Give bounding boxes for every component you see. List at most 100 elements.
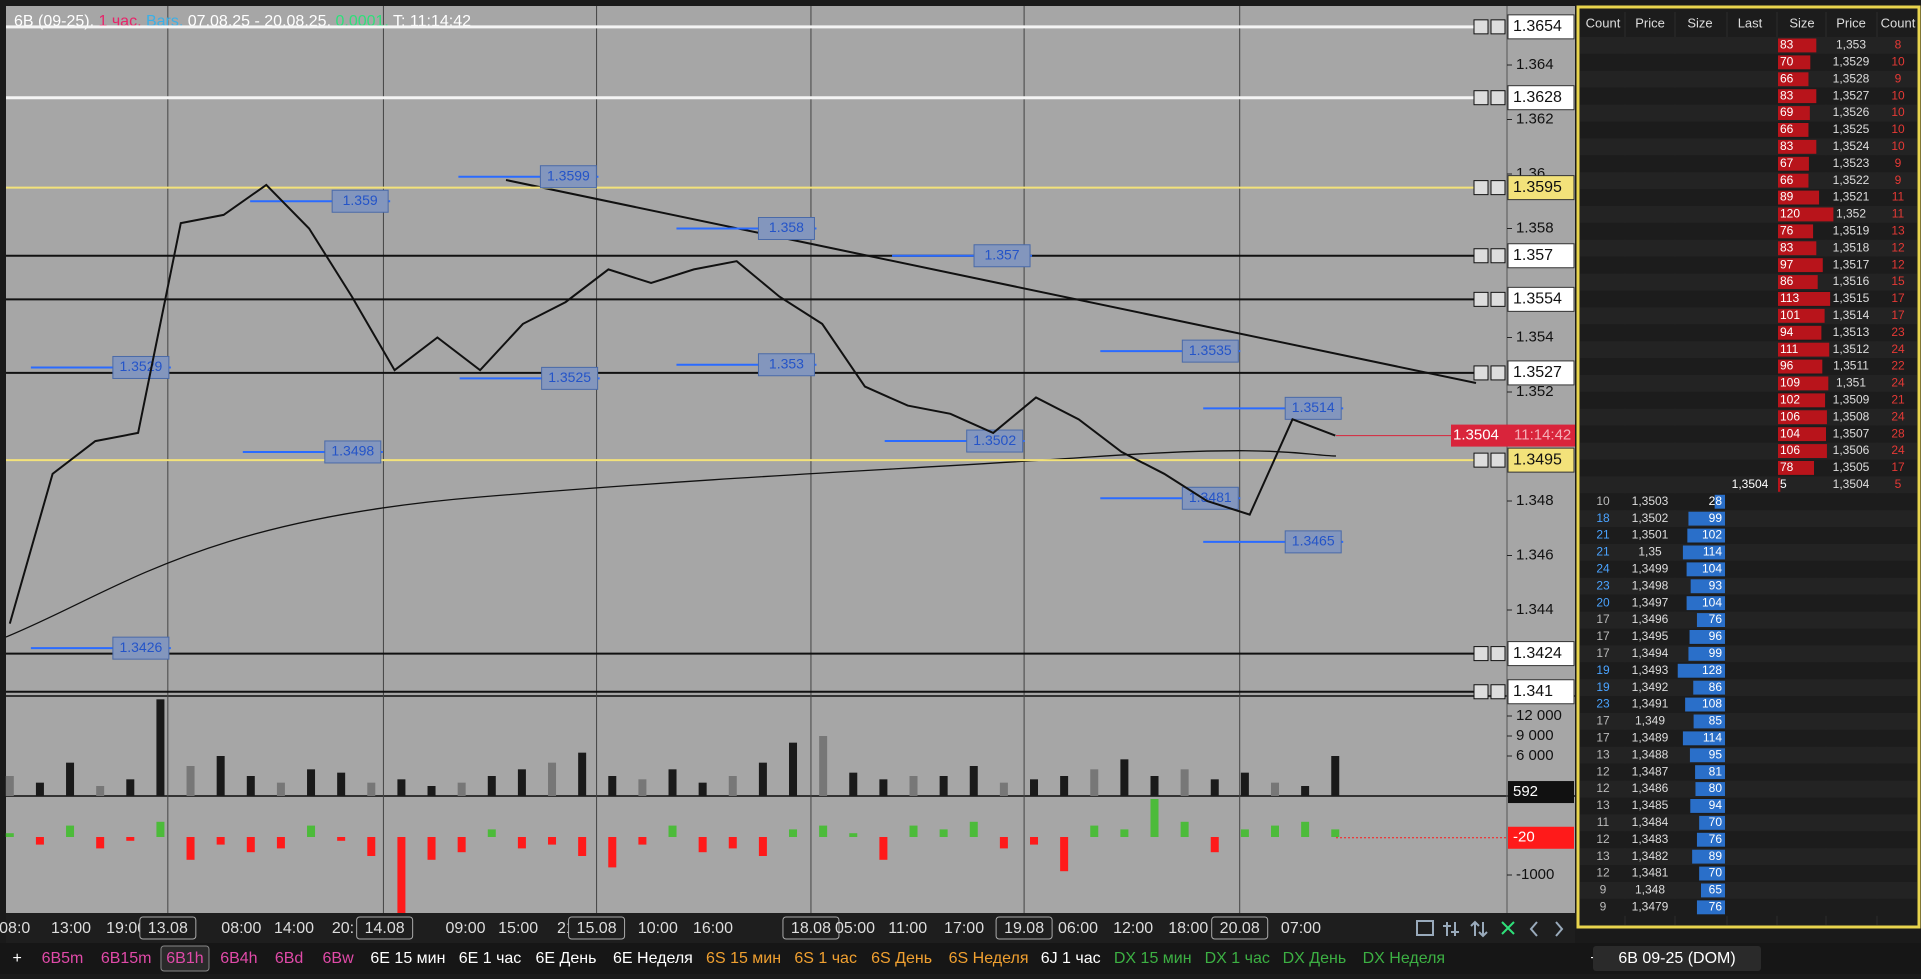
level-close-icon[interactable] xyxy=(1490,684,1506,700)
bid-count: 19 xyxy=(1596,680,1610,694)
tab[interactable]: 6B 09-25 (DOM) xyxy=(1618,950,1735,967)
tab[interactable]: + xyxy=(12,950,21,967)
volume-bar xyxy=(216,756,225,796)
volume-bar xyxy=(1150,776,1159,796)
scale-icon[interactable] xyxy=(1470,920,1488,938)
tab[interactable]: DX 1 час xyxy=(1205,950,1270,967)
fullscreen-icon[interactable] xyxy=(1416,920,1434,936)
bid-size-bar xyxy=(1690,799,1725,813)
tab[interactable]: 6E День xyxy=(535,950,596,967)
tab[interactable]: 6Bw xyxy=(323,950,355,967)
level-box xyxy=(324,440,382,464)
dom-row xyxy=(1580,459,1917,477)
level-box xyxy=(973,244,1031,268)
tab[interactable]: 6B4h xyxy=(220,950,257,967)
trend-line xyxy=(505,179,1477,384)
tab[interactable]: DX День xyxy=(1283,950,1347,967)
ask-size-bar xyxy=(1778,308,1825,323)
level-close-icon[interactable] xyxy=(1490,180,1506,196)
bid-size-bar xyxy=(1687,528,1725,543)
time-label: 20.08 xyxy=(1220,920,1260,937)
level-box xyxy=(1284,530,1342,554)
ask-price: 1,3509 xyxy=(1833,393,1870,407)
bid-size: 81 xyxy=(1709,764,1723,778)
level-close-icon[interactable] xyxy=(1490,291,1506,307)
tab[interactable]: 6B15m xyxy=(101,950,152,967)
tab[interactable]: 6S Неделя xyxy=(949,950,1029,967)
scroll-right[interactable] xyxy=(1555,921,1564,937)
tab[interactable]: DX 15 мин xyxy=(1114,950,1192,967)
ask-count: 17 xyxy=(1891,308,1905,322)
level-close-icon[interactable] xyxy=(1490,19,1506,35)
ask-size: 83 xyxy=(1780,139,1794,153)
tab[interactable]: 6B5m xyxy=(42,950,84,967)
level-label-box xyxy=(1507,286,1575,312)
level-box-label: 1.3535 xyxy=(1189,342,1232,358)
level-close-icon[interactable] xyxy=(1490,90,1506,106)
date-box xyxy=(1211,916,1269,940)
ask-size-bar xyxy=(1778,106,1810,120)
level-box xyxy=(757,353,815,377)
level-label-box xyxy=(1507,360,1575,386)
tab[interactable]: DX Неделя xyxy=(1363,950,1445,967)
level-close-icon[interactable] xyxy=(1490,248,1506,264)
tab[interactable]: 6S 15 мин xyxy=(706,950,781,967)
level-close-icon[interactable] xyxy=(1490,646,1506,662)
settings-icon[interactable] xyxy=(1443,922,1459,936)
dom-row xyxy=(1580,628,1917,646)
bid-size: 95 xyxy=(1709,747,1723,761)
volume-bar xyxy=(668,769,677,796)
delta-bar xyxy=(1060,837,1069,872)
tab[interactable]: 6S День xyxy=(871,950,932,967)
tab[interactable]: 6Bd xyxy=(275,950,303,967)
volume-bar xyxy=(1271,782,1280,796)
delta-bar xyxy=(367,837,376,856)
price-tick-label: 1.362 xyxy=(1516,110,1554,127)
volume-bar xyxy=(246,776,255,796)
ask-count: 12 xyxy=(1891,257,1905,271)
dom-row xyxy=(1580,645,1917,663)
level-box-label: 1.3514 xyxy=(1292,399,1335,415)
dom-row xyxy=(1580,560,1917,578)
bid-size: 94 xyxy=(1709,798,1723,812)
ask-count: 17 xyxy=(1891,460,1905,474)
time-label: 15.08 xyxy=(577,920,617,937)
tab[interactable]: 6E 1 час xyxy=(459,950,522,967)
ask-price: 1,3519 xyxy=(1833,224,1870,238)
dom-header: Size xyxy=(1687,15,1712,30)
bid-size-bar xyxy=(1690,579,1725,594)
level-close-icon[interactable] xyxy=(1490,365,1506,381)
dom-row xyxy=(1580,273,1917,291)
tab[interactable]: 6E 15 мин xyxy=(370,950,445,967)
price-tick-label: 1.352 xyxy=(1516,383,1554,400)
ask-price: 1,3524 xyxy=(1833,139,1870,153)
bid-size-bar xyxy=(1686,596,1725,611)
ask-size-bar xyxy=(1778,123,1809,137)
level-close-icon[interactable] xyxy=(1490,452,1506,468)
ask-size: 86 xyxy=(1780,274,1794,288)
tab[interactable]: 6J 1 час xyxy=(1041,950,1101,967)
scroll-left[interactable] xyxy=(1529,921,1538,937)
current-delta-box xyxy=(1508,826,1574,849)
level-box xyxy=(331,189,389,213)
dom-row xyxy=(1580,831,1917,849)
bid-price: 1,3493 xyxy=(1632,663,1669,677)
dom-row xyxy=(1580,155,1917,173)
ask-size: 76 xyxy=(1780,224,1794,238)
current-delta: -20 xyxy=(1513,829,1535,846)
ask-size: 101 xyxy=(1780,308,1800,322)
level-label: 1.357 xyxy=(1513,247,1553,264)
dom-row xyxy=(1580,189,1917,206)
current-volume-box xyxy=(1508,781,1574,804)
ask-size-bar xyxy=(1778,38,1817,53)
tab[interactable]: 6S 1 час xyxy=(794,950,857,967)
ask-count: 9 xyxy=(1895,156,1902,170)
ask-price: 1,351 xyxy=(1836,376,1866,390)
dom-row xyxy=(1580,239,1917,257)
level-label: 1.3628 xyxy=(1513,89,1562,106)
tab[interactable]: 6B1h xyxy=(166,950,203,967)
dom-row xyxy=(1580,70,1917,88)
tab[interactable]: 6E Неделя xyxy=(613,950,693,967)
expand-icon[interactable] xyxy=(1501,921,1515,935)
